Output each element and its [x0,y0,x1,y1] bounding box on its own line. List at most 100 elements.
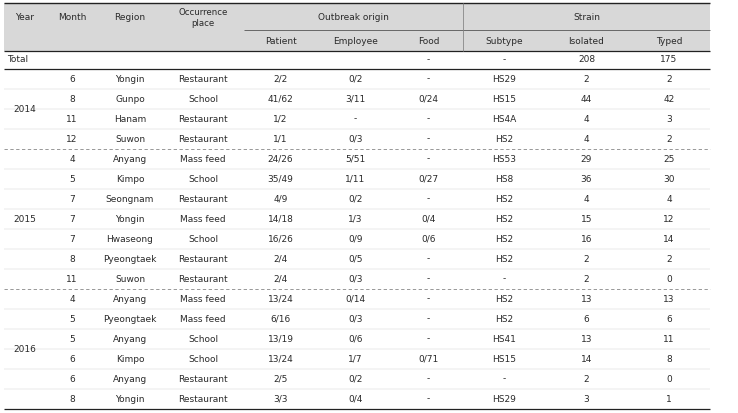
Text: 0/4: 0/4 [421,214,435,223]
Text: Yongin: Yongin [115,74,145,83]
Text: -: - [427,375,430,384]
Text: 0/9: 0/9 [348,235,363,244]
Text: School: School [188,335,218,344]
Text: 7: 7 [69,195,75,204]
Text: 29: 29 [581,154,592,164]
Text: Suwon: Suwon [115,135,145,143]
Text: 13: 13 [581,294,593,304]
Text: 1/11: 1/11 [345,175,365,183]
Text: 0/24: 0/24 [418,95,438,104]
Text: -: - [427,114,430,123]
Text: 2015: 2015 [13,214,36,223]
Text: 2: 2 [666,135,672,143]
Text: 1/7: 1/7 [348,354,363,363]
Text: -: - [427,195,430,204]
Text: Restaurant: Restaurant [178,375,228,384]
Text: 5: 5 [69,335,75,344]
Text: -: - [427,275,430,283]
Text: School: School [188,95,218,104]
Text: Pyeongtaek: Pyeongtaek [103,315,156,323]
Text: HS29: HS29 [492,394,516,404]
Text: Subtype: Subtype [485,38,523,47]
Text: 0/71: 0/71 [418,354,438,363]
Text: Restaurant: Restaurant [178,275,228,283]
Text: 6: 6 [584,315,590,323]
Text: 44: 44 [581,95,592,104]
Text: 12: 12 [663,214,675,223]
Text: -: - [427,335,430,344]
Text: 15: 15 [581,214,593,223]
Text: -: - [503,275,506,283]
Text: Employee: Employee [333,38,378,47]
Text: 0/6: 0/6 [421,235,435,244]
Text: Year: Year [15,14,35,22]
Text: 0/4: 0/4 [348,394,362,404]
Text: School: School [188,175,218,183]
Text: School: School [188,235,218,244]
Text: 14: 14 [663,235,675,244]
Text: 16/26: 16/26 [268,235,294,244]
Text: Mass feed: Mass feed [180,294,226,304]
Text: HS2: HS2 [495,195,513,204]
Text: 2: 2 [584,74,590,83]
Text: Isolated: Isolated [568,38,604,47]
Text: Restaurant: Restaurant [178,114,228,123]
Text: 0/5: 0/5 [348,254,363,263]
Text: 208: 208 [578,55,595,64]
Text: HS8: HS8 [495,175,513,183]
Text: 2: 2 [584,254,590,263]
Text: 6: 6 [666,315,672,323]
Text: 8: 8 [69,394,75,404]
Text: 8: 8 [69,95,75,104]
Text: -: - [427,74,430,83]
Text: Pyeongtaek: Pyeongtaek [103,254,156,263]
Text: 0/2: 0/2 [348,195,362,204]
Text: Month: Month [58,14,86,22]
Text: 4: 4 [584,135,590,143]
Text: 3/11: 3/11 [345,95,365,104]
Text: Region: Region [114,14,145,22]
Text: Suwon: Suwon [115,275,145,283]
Text: Restaurant: Restaurant [178,74,228,83]
Text: 6: 6 [69,74,75,83]
Text: HS15: HS15 [492,95,516,104]
Text: HS2: HS2 [495,294,513,304]
Text: Anyang: Anyang [113,335,147,344]
Text: 0/3: 0/3 [348,315,363,323]
Text: 2/2: 2/2 [273,74,288,83]
Text: 36: 36 [581,175,593,183]
Text: 3/3: 3/3 [273,394,288,404]
Text: 175: 175 [661,55,677,64]
Text: HS2: HS2 [495,254,513,263]
Text: Seongnam: Seongnam [106,195,154,204]
Text: 11: 11 [663,335,675,344]
Text: 4: 4 [584,195,590,204]
Text: 13: 13 [663,294,675,304]
Text: Gunpo: Gunpo [115,95,145,104]
Text: 4: 4 [69,294,75,304]
Text: HS53: HS53 [492,154,516,164]
Text: 2/4: 2/4 [273,254,288,263]
Text: 3: 3 [584,394,590,404]
Text: Anyang: Anyang [113,154,147,164]
Text: 8: 8 [666,354,672,363]
Text: 4: 4 [584,114,590,123]
Text: 13: 13 [581,335,593,344]
Text: Patient: Patient [265,38,297,47]
Text: Outbreak origin: Outbreak origin [318,14,389,22]
Text: Mass feed: Mass feed [180,154,226,164]
Text: 13/24: 13/24 [268,354,294,363]
Text: 2014: 2014 [13,104,36,114]
Text: Occurrence
place: Occurrence place [179,8,228,28]
Text: 4: 4 [69,154,75,164]
Text: -: - [427,315,430,323]
Text: 11: 11 [66,114,77,123]
Text: 8: 8 [69,254,75,263]
Text: 1/3: 1/3 [348,214,363,223]
Text: Restaurant: Restaurant [178,195,228,204]
Text: 5/51: 5/51 [345,154,365,164]
Text: Restaurant: Restaurant [178,254,228,263]
Text: Anyang: Anyang [113,375,147,384]
Text: 12: 12 [66,135,77,143]
Text: Anyang: Anyang [113,294,147,304]
